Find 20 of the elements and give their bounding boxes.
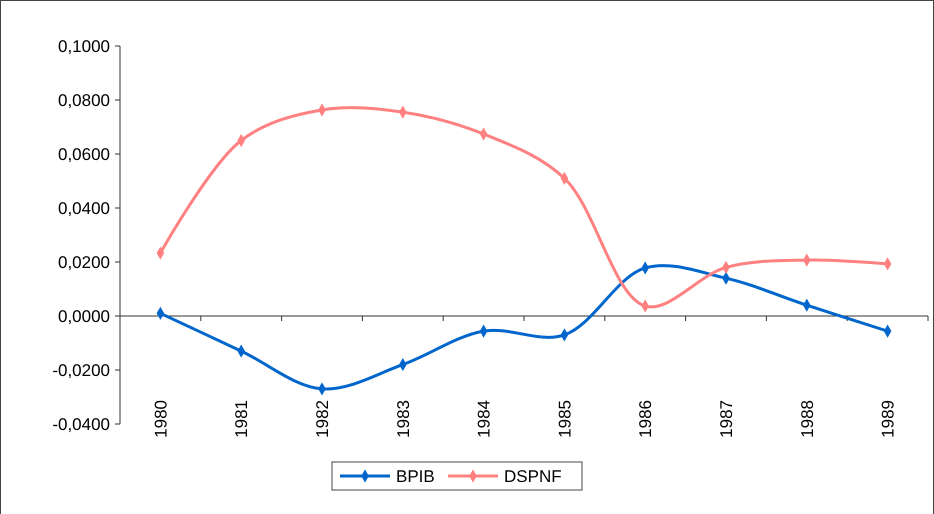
x-tick-label: 1980 bbox=[151, 400, 170, 438]
y-tick-label: 0,0800 bbox=[58, 90, 110, 110]
legend-label: BPIB bbox=[396, 466, 435, 486]
y-tick-label: -0,0400 bbox=[52, 414, 110, 434]
x-tick-label: 1982 bbox=[312, 400, 332, 438]
y-tick-label: 0,0200 bbox=[58, 252, 110, 272]
x-tick-label: 1986 bbox=[636, 400, 656, 438]
x-tick-label: 1981 bbox=[232, 400, 252, 438]
y-tick-label: -0,0200 bbox=[52, 360, 110, 380]
x-tick-label: 1987 bbox=[716, 400, 736, 438]
x-tick-label: 1988 bbox=[798, 400, 817, 438]
x-tick-label: 1984 bbox=[474, 400, 494, 438]
legend-label: DSPNF bbox=[504, 466, 562, 486]
x-tick-label: 1989 bbox=[878, 400, 898, 438]
y-tick-label: 0,0400 bbox=[58, 198, 110, 218]
y-tick-label: 0,0600 bbox=[58, 144, 110, 164]
x-tick-label: 1985 bbox=[555, 400, 574, 438]
x-tick-label: 1983 bbox=[394, 400, 413, 438]
y-tick-label: 0,1000 bbox=[58, 36, 110, 56]
y-tick-label: 0,0000 bbox=[58, 306, 110, 326]
